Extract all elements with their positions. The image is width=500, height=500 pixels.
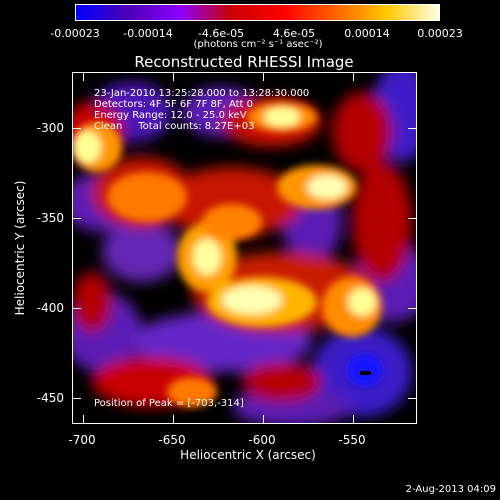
x-tick-label: -550 — [338, 433, 366, 447]
colorbar-tick-label: -0.00014 — [123, 27, 173, 40]
plot-title: Reconstructed RHESSI Image — [134, 53, 354, 71]
colorbar-tick-label: -4.6e-05 — [197, 27, 245, 40]
x-tick-label: -650 — [158, 433, 186, 447]
y-tick-label: -400 — [36, 301, 64, 315]
y-tick-label: -300 — [36, 121, 64, 135]
y-tick-label: -450 — [36, 391, 64, 405]
footer-date: 2-Aug-2013 04:09 — [405, 484, 496, 495]
info-detectors: Detectors: 4F 5F 6F 7F 8F, Att 0 — [94, 99, 254, 110]
plot-frame — [72, 72, 417, 424]
colorbar-tick-label: 4.6e-05 — [272, 27, 316, 40]
colorbar-tick-label: -0.00023 — [50, 27, 100, 40]
x-axis-title: Heliocentric X (arcsec) — [180, 448, 316, 462]
colorbar — [75, 4, 440, 21]
info-energy-range: Energy Range: 12.0 - 25.0 keV — [94, 110, 247, 121]
info-time-range: 23-Jan-2010 13:25:28.000 to 13:28:30.000 — [94, 88, 310, 99]
colorbar-tick-label: 0.00014 — [344, 27, 390, 40]
y-tick-label: -350 — [36, 211, 64, 225]
colorbar-tick-label: 0.00023 — [417, 27, 463, 40]
peak-position-label: Position of Peak = [-703,-314] — [94, 398, 244, 409]
y-axis-title: Heliocentric Y (arcsec) — [13, 180, 27, 316]
x-tick-label: -700 — [68, 433, 96, 447]
solar-image — [72, 72, 417, 424]
peak-marker — [360, 371, 371, 375]
x-tick-label: -600 — [248, 433, 276, 447]
colorbar-units: (photons cm⁻² s⁻¹ asec⁻²) — [193, 39, 323, 50]
info-total-counts: Clean Total counts: 8.27E+03 — [94, 121, 255, 132]
